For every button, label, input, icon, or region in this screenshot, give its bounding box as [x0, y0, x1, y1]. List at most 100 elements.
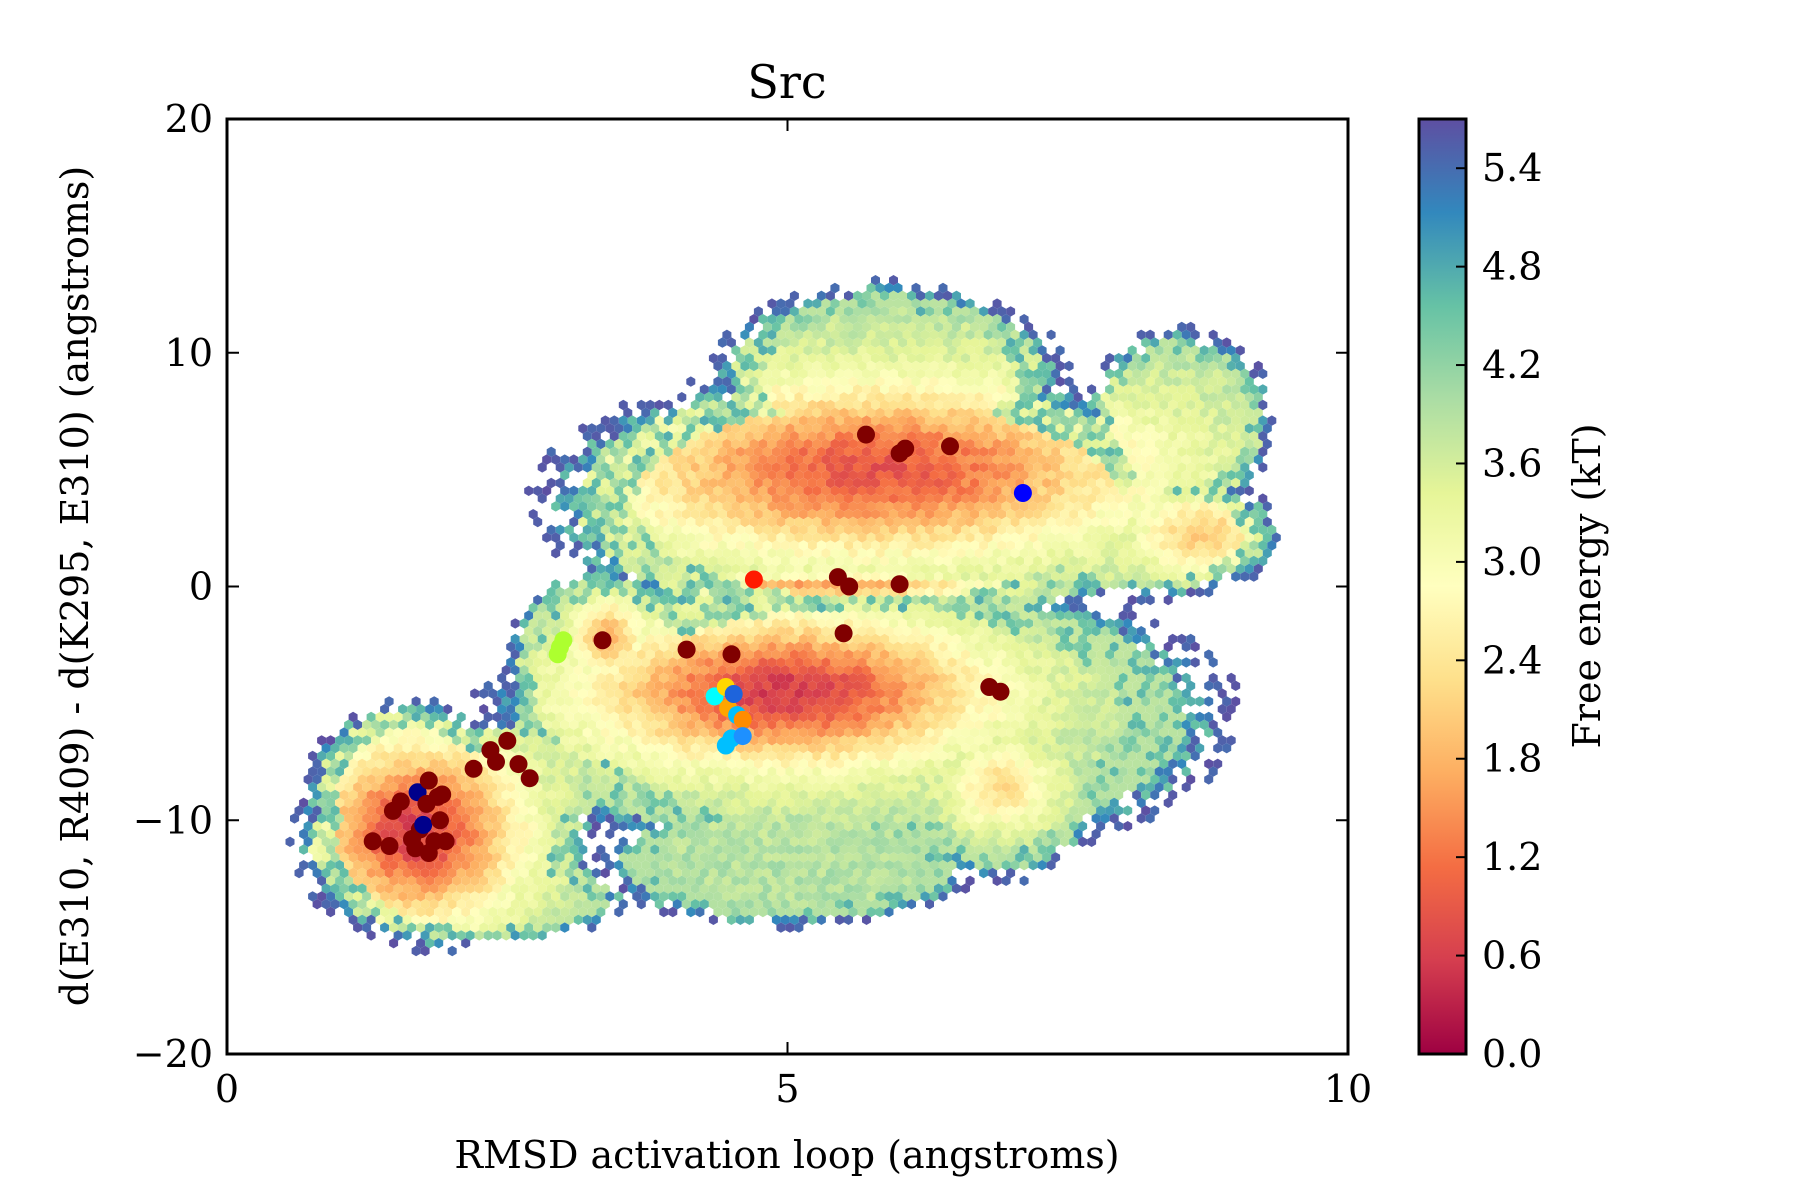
- hexbin-cell: [1055, 407, 1065, 418]
- hexbin-cell: [1181, 407, 1191, 418]
- hexbin-cell: [911, 329, 921, 340]
- hexbin-cell: [614, 438, 624, 450]
- hexbin-cell: [609, 446, 619, 457]
- hexbin-cell: [785, 376, 795, 387]
- hexbin-cell: [844, 337, 853, 348]
- hexbin-cell: [1145, 345, 1155, 356]
- hexbin-cell: [916, 353, 925, 364]
- hexbin-cell: [789, 337, 799, 348]
- hexbin-cell: [1249, 415, 1259, 426]
- hexbin-cell: [884, 376, 894, 387]
- hexbin-cell: [1055, 376, 1065, 387]
- hexbin-cell: [672, 446, 682, 457]
- hexbin-cell: [965, 423, 975, 434]
- hexbin-cell: [1010, 360, 1020, 372]
- hexbin-cell: [1222, 415, 1232, 426]
- hexbin-cell: [1141, 431, 1151, 442]
- hexbin-cell: [735, 399, 745, 411]
- hexbin-cell: [695, 438, 705, 450]
- hexbin-cell: [889, 431, 898, 442]
- hexbin-cell: [938, 376, 948, 387]
- hexbin-cell: [798, 446, 808, 457]
- hexbin-cell: [848, 438, 858, 450]
- hexbin-cell: [965, 392, 975, 403]
- hexbin-cell: [636, 431, 646, 442]
- hexbin-cell: [1141, 384, 1151, 395]
- hexbin-cell: [1118, 360, 1128, 372]
- hexbin-cell: [947, 423, 957, 434]
- hexbin-cell: [780, 399, 790, 411]
- hexbin-cell: [789, 415, 799, 426]
- hexbin-cell: [848, 376, 858, 387]
- hexbin-cell: [780, 337, 790, 348]
- hexbin-cell: [929, 392, 939, 403]
- hexbin-cell: [898, 431, 907, 442]
- hexbin-cell: [1172, 345, 1182, 356]
- hexbin-cell: [695, 392, 705, 403]
- hexbin-cell: [767, 329, 777, 340]
- hexbin-cell: [1168, 431, 1178, 442]
- hexbin-cell: [1109, 407, 1119, 418]
- hexbin-cell: [898, 290, 907, 301]
- hexbin-cell: [753, 415, 763, 426]
- hexbin-cell: [866, 314, 876, 325]
- hexbin-cell: [1240, 384, 1250, 395]
- hexbin-cell: [880, 353, 889, 364]
- hexbin-cell: [749, 438, 759, 450]
- hexbin-cell: [983, 360, 993, 372]
- hexbin-cell: [821, 329, 831, 340]
- hexbin-cell: [871, 415, 880, 426]
- hexbin-cell: [974, 360, 984, 372]
- hexbin-cell: [871, 384, 880, 395]
- hexbin-cell: [1195, 368, 1205, 379]
- hexbin-cell: [1190, 376, 1200, 387]
- hexbin-cell: [740, 329, 750, 340]
- hexbin-cell: [767, 407, 777, 418]
- hexbin-cell: [947, 298, 957, 309]
- hexbin-cell: [830, 423, 840, 434]
- hexbin-cell: [974, 392, 984, 403]
- hexbin-cell: [844, 353, 853, 364]
- hexbin-cell: [862, 446, 871, 457]
- hexbin-cell: [740, 345, 750, 356]
- hexbin-cell: [758, 314, 768, 325]
- hexbin-cell: [853, 446, 862, 457]
- hexbin-cell: [1199, 407, 1209, 418]
- hexbin-cell: [1222, 353, 1232, 364]
- hexbin-cell: [1172, 329, 1182, 340]
- hexbin-cell: [1190, 423, 1200, 434]
- hexbin-cell: [816, 384, 826, 395]
- hexbin-cell: [1019, 423, 1029, 434]
- hexbin-cell: [1037, 345, 1047, 356]
- hexbin-cell: [997, 446, 1007, 457]
- hexbin-cell: [961, 415, 970, 426]
- hexbin-cell: [1015, 384, 1025, 395]
- hexbin-cell: [992, 392, 1002, 403]
- hexbin-cell: [1199, 423, 1209, 434]
- hexbin-cell: [699, 399, 709, 411]
- hexbin-cell: [1208, 438, 1218, 450]
- hexbin-cell: [1253, 407, 1263, 418]
- hexbin-cell: [695, 407, 705, 418]
- hexbin-cell: [722, 376, 732, 387]
- hexbin-cell: [1177, 353, 1187, 364]
- hexbin-cell: [1001, 423, 1011, 434]
- hexbin-cell: [920, 314, 930, 325]
- hexbin-cell: [929, 345, 939, 356]
- hexbin-cell: [767, 438, 777, 450]
- hexbin-cell: [889, 399, 898, 411]
- hexbin-cell: [1145, 423, 1155, 434]
- hexbin-cell: [961, 384, 970, 395]
- hexbin-cell: [853, 415, 862, 426]
- hexbin-cell: [677, 423, 687, 434]
- hexbin-cell: [1163, 392, 1173, 403]
- hexbin-cell: [510, 618, 520, 629]
- hexbin-cell: [1037, 423, 1047, 434]
- hexbin-cell: [907, 353, 916, 364]
- hexbin-cell: [668, 423, 678, 434]
- hexbin-cell: [812, 314, 822, 325]
- hexbin-cell: [1073, 392, 1083, 403]
- hexbin-cell: [686, 376, 696, 387]
- hexbin-cell: [803, 438, 813, 450]
- hexbin-cell: [1217, 423, 1227, 434]
